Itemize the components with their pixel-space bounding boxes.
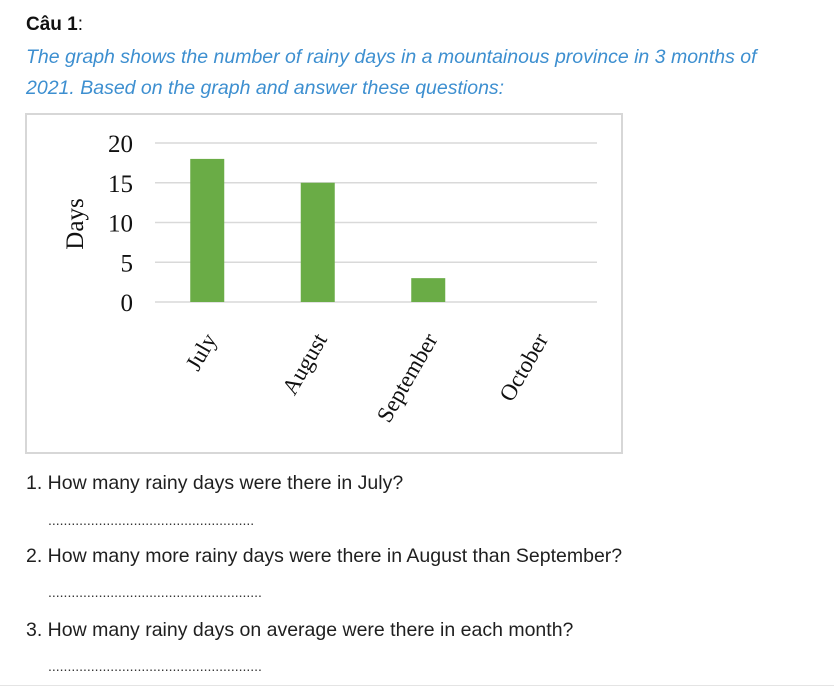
exercise-instructions: The graph shows the number of rainy days… — [26, 42, 816, 104]
answer-line-3: ........................................… — [48, 658, 262, 674]
instructions-line-2: 2021. Based on the graph and answer thes… — [26, 77, 505, 99]
y-axis-label: Days — [62, 198, 89, 249]
answer-line-1: ........................................… — [48, 512, 255, 528]
y-tick-label: 20 — [108, 131, 133, 158]
page-bottom-divider — [0, 685, 834, 686]
question-3: 3. How many rainy days on average were t… — [26, 619, 574, 641]
bar-september — [411, 278, 446, 302]
x-tick-label-october: October — [494, 329, 553, 406]
y-tick-label: 15 — [108, 171, 133, 198]
rainy-days-chart: 0 5 10 15 20 Days July August September October — [25, 113, 623, 454]
y-tick-label: 10 — [108, 211, 133, 238]
bar-july — [190, 158, 225, 302]
question-1: 1. How many rainy days were there in Jul… — [26, 472, 404, 494]
exercise-heading: Câu 1: — [26, 14, 83, 36]
instructions-line-1: The graph shows the number of rainy days… — [26, 46, 757, 68]
y-tick-label: 0 — [121, 290, 134, 317]
x-tick-label-september: September — [372, 329, 443, 427]
y-tick-label: 5 — [121, 250, 134, 277]
bar-august — [300, 182, 335, 302]
chart-canvas: 0 5 10 15 20 Days July August September October — [62, 131, 597, 427]
x-tick-label-august: August — [277, 328, 332, 399]
exercise-label: Câu 1 — [26, 14, 78, 35]
exercise-colon: : — [77, 14, 84, 35]
question-2: 2. How many more rainy days were there i… — [26, 545, 623, 567]
x-tick-label-july: July — [181, 329, 222, 375]
answer-line-2: ........................................… — [48, 584, 262, 600]
